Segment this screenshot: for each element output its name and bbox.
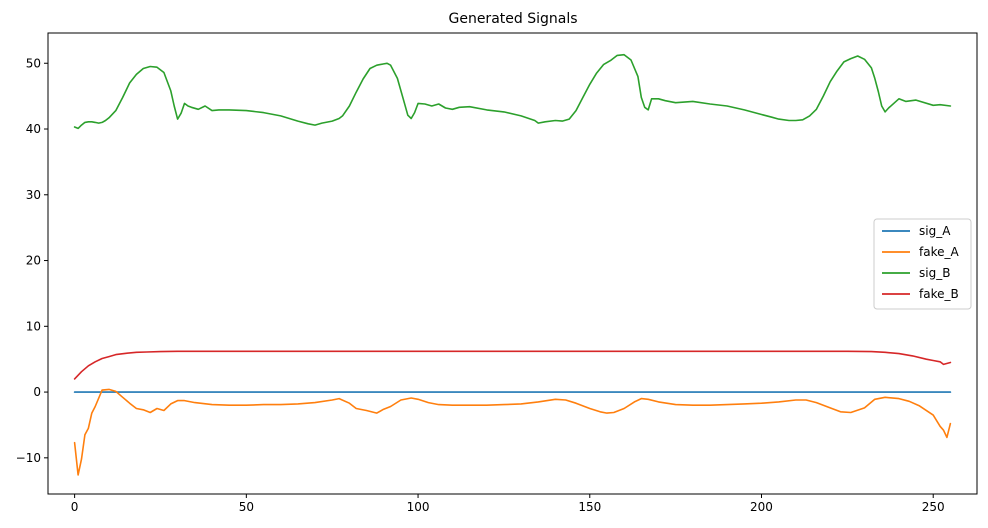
x-tick-label: 150 xyxy=(578,500,601,514)
legend-label-sig-b: sig_B xyxy=(919,266,950,280)
x-axis: 0 50 100 150 200 250 xyxy=(71,494,945,514)
x-tick-label: 100 xyxy=(407,500,430,514)
y-tick-label: 0 xyxy=(33,385,41,399)
legend-label-fake-a: fake_A xyxy=(919,245,959,259)
series-line-fake-a xyxy=(73,388,952,476)
plot-frame xyxy=(47,32,978,495)
y-tick-label: 40 xyxy=(26,122,41,136)
y-tick-label: 20 xyxy=(26,254,41,268)
series-line-sig-b xyxy=(73,53,952,130)
legend-box xyxy=(873,218,972,310)
x-tick-label: 250 xyxy=(922,500,945,514)
legend: sig_A fake_A sig_B fake_B xyxy=(873,218,972,310)
legend-label-sig-a: sig_A xyxy=(919,224,951,238)
x-tick-label: 50 xyxy=(239,500,254,514)
legend-label-fake-b: fake_B xyxy=(919,287,959,301)
y-axis: −10 0 10 20 30 40 50 xyxy=(16,56,48,465)
x-tick-label: 200 xyxy=(750,500,773,514)
series-line-fake-b xyxy=(73,350,952,380)
chart-title: Generated Signals xyxy=(448,11,577,27)
y-tick-label: 30 xyxy=(26,188,41,202)
x-tick-label: 0 xyxy=(71,500,79,514)
series-layer xyxy=(73,53,952,476)
y-tick-label: −10 xyxy=(16,451,41,465)
y-tick-label: 50 xyxy=(26,56,41,70)
y-tick-label: 10 xyxy=(26,319,41,333)
